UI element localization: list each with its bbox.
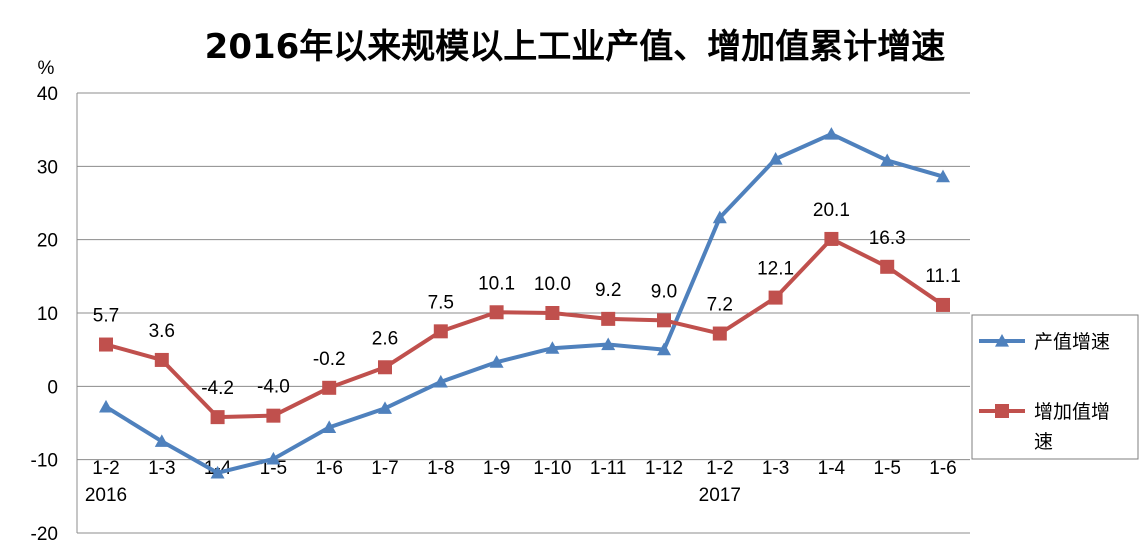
data-point: [936, 169, 950, 183]
x-year-label: 2016: [85, 485, 127, 506]
legend-label: 增加值增速: [1034, 401, 1110, 453]
data-point: [657, 313, 671, 328]
data-point: [322, 380, 337, 395]
data-point: [712, 210, 727, 224]
data-point: [433, 374, 448, 388]
series-line: [104, 132, 944, 475]
data-point: [99, 399, 113, 413]
data-label: 9.0: [651, 281, 677, 302]
data-point: [154, 352, 169, 367]
data-point: [880, 259, 895, 274]
data-point: [266, 451, 281, 465]
x-tick-label: 1-4: [818, 458, 846, 479]
x-tick-label: 1-5: [873, 458, 900, 479]
x-tick-label: 1-7: [371, 458, 398, 479]
data-point: [880, 153, 895, 167]
x-tick-label: 1-6: [315, 458, 342, 479]
x-tick-label: 1-6: [929, 458, 956, 479]
data-point: [601, 311, 616, 326]
series-output-growth: [99, 127, 950, 479]
data-point: [210, 465, 225, 479]
series-line: [105, 236, 945, 420]
data-label: -0.2: [313, 349, 346, 370]
data-label: 10.1: [478, 273, 515, 294]
data-point: [378, 401, 392, 414]
x-tick-label: 1-5: [260, 458, 287, 479]
data-point: [601, 337, 616, 351]
data-point: [433, 324, 448, 339]
y-tick-label: -20: [31, 524, 58, 545]
data-point: [322, 420, 337, 433]
data-point: [489, 355, 504, 368]
y-axis-ticks: -20 -10 0 10 20 30 40: [31, 84, 58, 545]
data-label: 9.2: [595, 280, 621, 301]
data-point: [824, 127, 839, 140]
y-tick-label: 0: [47, 377, 58, 398]
gridlines: [76, 92, 970, 534]
data-label: 7.5: [428, 292, 454, 313]
data-point: [712, 326, 727, 341]
legend-label: 产值增速: [1034, 331, 1110, 353]
data-point: [489, 305, 504, 320]
data-point: [768, 290, 783, 305]
y-tick-label: 30: [37, 157, 58, 178]
data-point: [768, 152, 783, 165]
y-axis-unit: %: [38, 58, 55, 79]
data-point: [545, 306, 560, 320]
x-tick-label: 1-3: [762, 458, 789, 479]
series-value-added-growth: [99, 231, 950, 425]
y-tick-label: 10: [37, 304, 58, 325]
data-point: [824, 231, 839, 246]
data-label: 2.6: [372, 328, 398, 349]
y-tick-label: 20: [37, 231, 58, 252]
data-point: [266, 408, 281, 423]
data-point: [154, 434, 169, 447]
y-tick-label: 40: [37, 84, 58, 105]
data-point: [99, 337, 113, 352]
legend-entry: 产值增速: [979, 331, 1110, 353]
data-label: -4.2: [201, 378, 234, 399]
x-tick-label: 1-2: [92, 458, 119, 479]
series-layer: [99, 127, 950, 479]
legend-label-line: 速: [1034, 431, 1053, 453]
legend-label-line: 增加值增: [1034, 401, 1110, 423]
x-tick-label: 1-8: [427, 458, 454, 479]
data-point: [657, 342, 671, 356]
data-label: 3.6: [149, 321, 175, 342]
data-point: [545, 341, 560, 354]
data-label: 5.7: [93, 306, 119, 327]
x-tick-label: 1-11: [590, 458, 627, 479]
data-label: 11.1: [925, 266, 961, 287]
data-point: [210, 410, 225, 425]
data-label: 20.1: [813, 200, 850, 221]
x-tick-label: 1-2: [706, 458, 733, 479]
data-point: [378, 360, 392, 375]
x-tick-label: 1-12: [645, 458, 683, 479]
data-label: 7.2: [707, 295, 733, 316]
x-axis-ticks: 1-2 1-3 1-4 1-5 1-6 1-7 1-8 1-9 1-10 1-11 1-12 1-2 1…: [85, 458, 957, 506]
legend-entry: 增加值增速: [979, 401, 1110, 453]
data-label: 12.1: [757, 259, 794, 280]
data-label: -4.0: [257, 377, 290, 398]
x-tick-label: 1-10: [533, 458, 571, 479]
y-tick-label: -10: [31, 451, 58, 472]
legend-swatch-marker: [995, 404, 1009, 418]
data-labels: 5.7 3.6 -4.2 -4.0 -0.2 2.6 7.5 10.1 10.0 9.2 9.0 7.…: [93, 200, 961, 399]
data-point: [936, 297, 950, 312]
x-year-label: 2017: [699, 485, 741, 506]
chart-title: 2016年以来规模以上工业产值、增加值累计增速: [205, 27, 946, 67]
data-label: 10.0: [534, 274, 571, 295]
x-tick-label: 1-9: [483, 458, 510, 479]
x-tick-label: 1-3: [148, 458, 175, 479]
legend-swatch-marker: [995, 334, 1009, 347]
data-label: 16.3: [869, 228, 906, 249]
